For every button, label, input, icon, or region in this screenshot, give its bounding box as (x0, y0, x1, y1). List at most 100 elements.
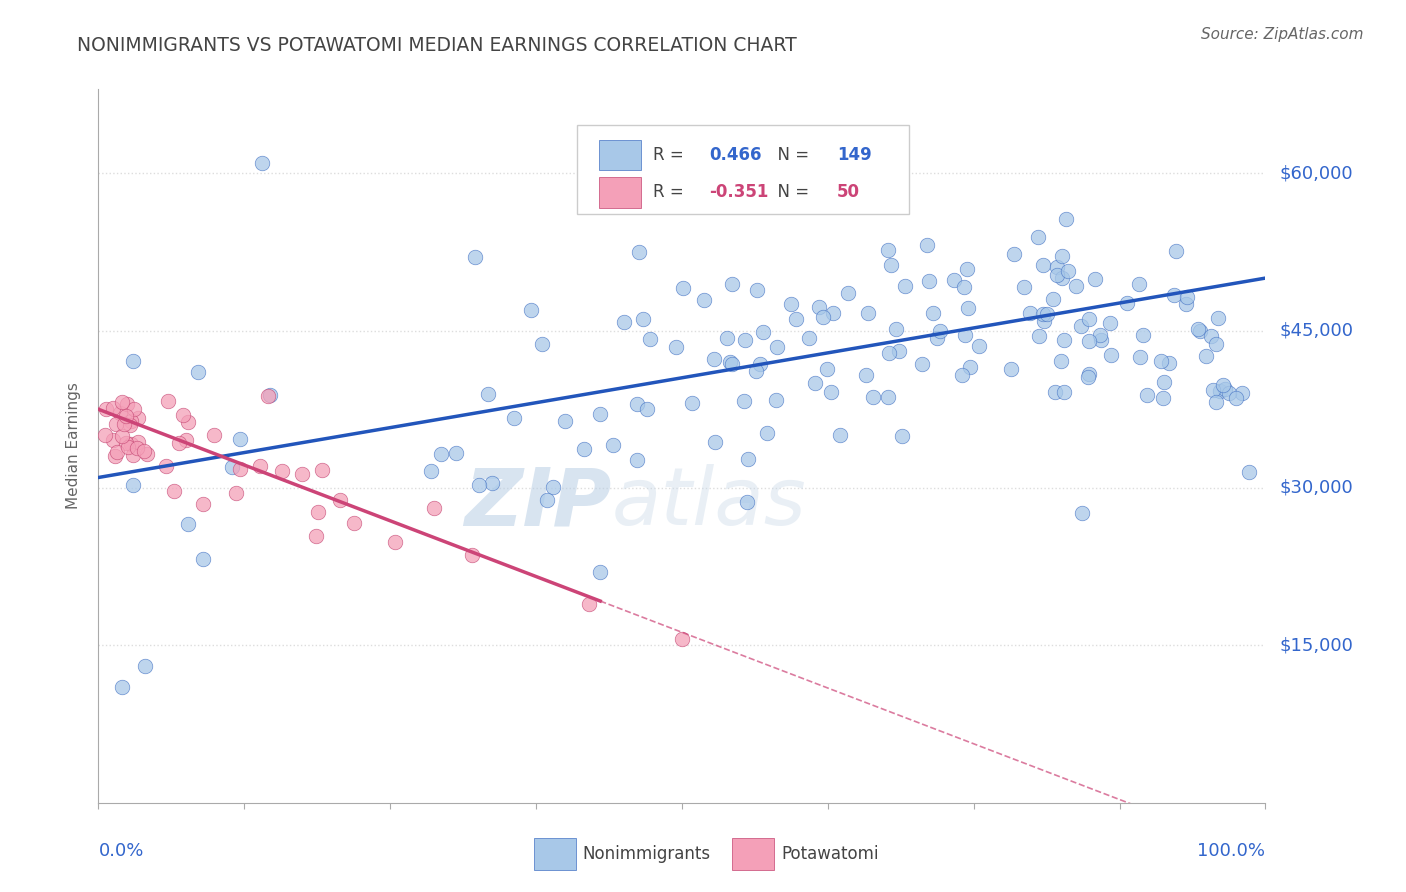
Point (1098, 316, 1121, 330)
Point (1083, 272, 1105, 286)
Point (1000, 361, 1022, 376)
Point (111, 429, 134, 443)
Point (423, 500, 446, 515)
Point (1004, 247, 1026, 261)
Text: 0.466: 0.466 (709, 145, 761, 164)
Point (1129, 351, 1152, 365)
Point (721, 277, 744, 292)
Point (1035, 307, 1057, 321)
Point (1199, 329, 1222, 343)
Point (384, 534, 406, 549)
Point (177, 516, 200, 531)
Point (1208, 384, 1230, 398)
Point (956, 261, 979, 276)
Point (1164, 244, 1187, 258)
Point (461, 548, 484, 562)
Text: ZIP: ZIP (464, 464, 612, 542)
Point (671, 632, 693, 646)
Point (942, 273, 965, 287)
Point (225, 485, 247, 500)
Point (631, 312, 654, 326)
Point (120, 414, 142, 428)
Point (1032, 258, 1054, 272)
Point (1205, 395, 1227, 409)
Point (104, 449, 127, 463)
Point (1028, 328, 1050, 343)
Point (672, 281, 695, 295)
Point (257, 389, 280, 403)
Point (602, 438, 624, 452)
Point (718, 355, 741, 369)
Point (477, 386, 499, 401)
Point (1077, 370, 1099, 384)
Point (108, 406, 131, 420)
Point (915, 238, 938, 252)
Point (503, 411, 526, 425)
Text: $60,000: $60,000 (1279, 164, 1353, 182)
Point (1070, 319, 1092, 334)
Point (1077, 334, 1099, 348)
Text: NONIMMIGRANTS VS POTAWATOMI MEDIAN EARNINGS CORRELATION CHART: NONIMMIGRANTS VS POTAWATOMI MEDIAN EARNI… (77, 36, 797, 54)
Point (1088, 328, 1111, 343)
Point (681, 396, 703, 410)
Point (291, 467, 314, 481)
Point (167, 436, 190, 450)
Point (1153, 375, 1175, 389)
Point (953, 328, 976, 343)
Point (1043, 385, 1066, 400)
Point (157, 393, 180, 408)
Point (118, 418, 141, 433)
Point (101, 434, 124, 448)
FancyBboxPatch shape (534, 838, 575, 870)
Point (910, 357, 932, 371)
Text: atlas: atlas (612, 464, 807, 542)
Text: Source: ZipAtlas.com: Source: ZipAtlas.com (1201, 27, 1364, 42)
Point (96, 401, 118, 416)
Point (815, 362, 838, 376)
Point (221, 460, 243, 475)
Point (1206, 310, 1229, 325)
Point (636, 402, 658, 417)
Text: 100.0%: 100.0% (1198, 842, 1265, 860)
FancyBboxPatch shape (576, 125, 910, 214)
Point (343, 516, 366, 531)
Point (1212, 377, 1234, 392)
Point (125, 441, 148, 455)
Point (755, 426, 778, 441)
Point (105, 445, 128, 459)
Point (877, 390, 900, 404)
Point (1132, 328, 1154, 343)
Point (1090, 333, 1112, 347)
Point (541, 480, 564, 494)
Point (589, 565, 612, 579)
Point (1188, 324, 1211, 338)
Point (311, 463, 333, 477)
Point (1152, 392, 1174, 406)
Point (1032, 314, 1054, 328)
Point (880, 258, 903, 272)
Point (1050, 271, 1073, 285)
Point (193, 552, 215, 566)
Point (640, 332, 662, 346)
Point (716, 331, 738, 345)
Point (481, 475, 503, 490)
Point (105, 417, 128, 431)
Point (1136, 388, 1159, 402)
Text: $45,000: $45,000 (1279, 321, 1354, 340)
Point (785, 312, 807, 326)
Point (733, 393, 755, 408)
Point (953, 280, 976, 294)
Point (797, 331, 820, 345)
FancyBboxPatch shape (599, 139, 641, 169)
Point (959, 359, 981, 374)
Point (956, 301, 979, 316)
FancyBboxPatch shape (733, 838, 775, 870)
Point (229, 433, 252, 447)
Point (613, 315, 636, 329)
Point (536, 493, 558, 508)
Point (693, 293, 716, 307)
Point (229, 461, 252, 475)
Text: Potawatomi: Potawatomi (782, 846, 879, 863)
Point (271, 464, 294, 478)
Point (1014, 280, 1036, 294)
